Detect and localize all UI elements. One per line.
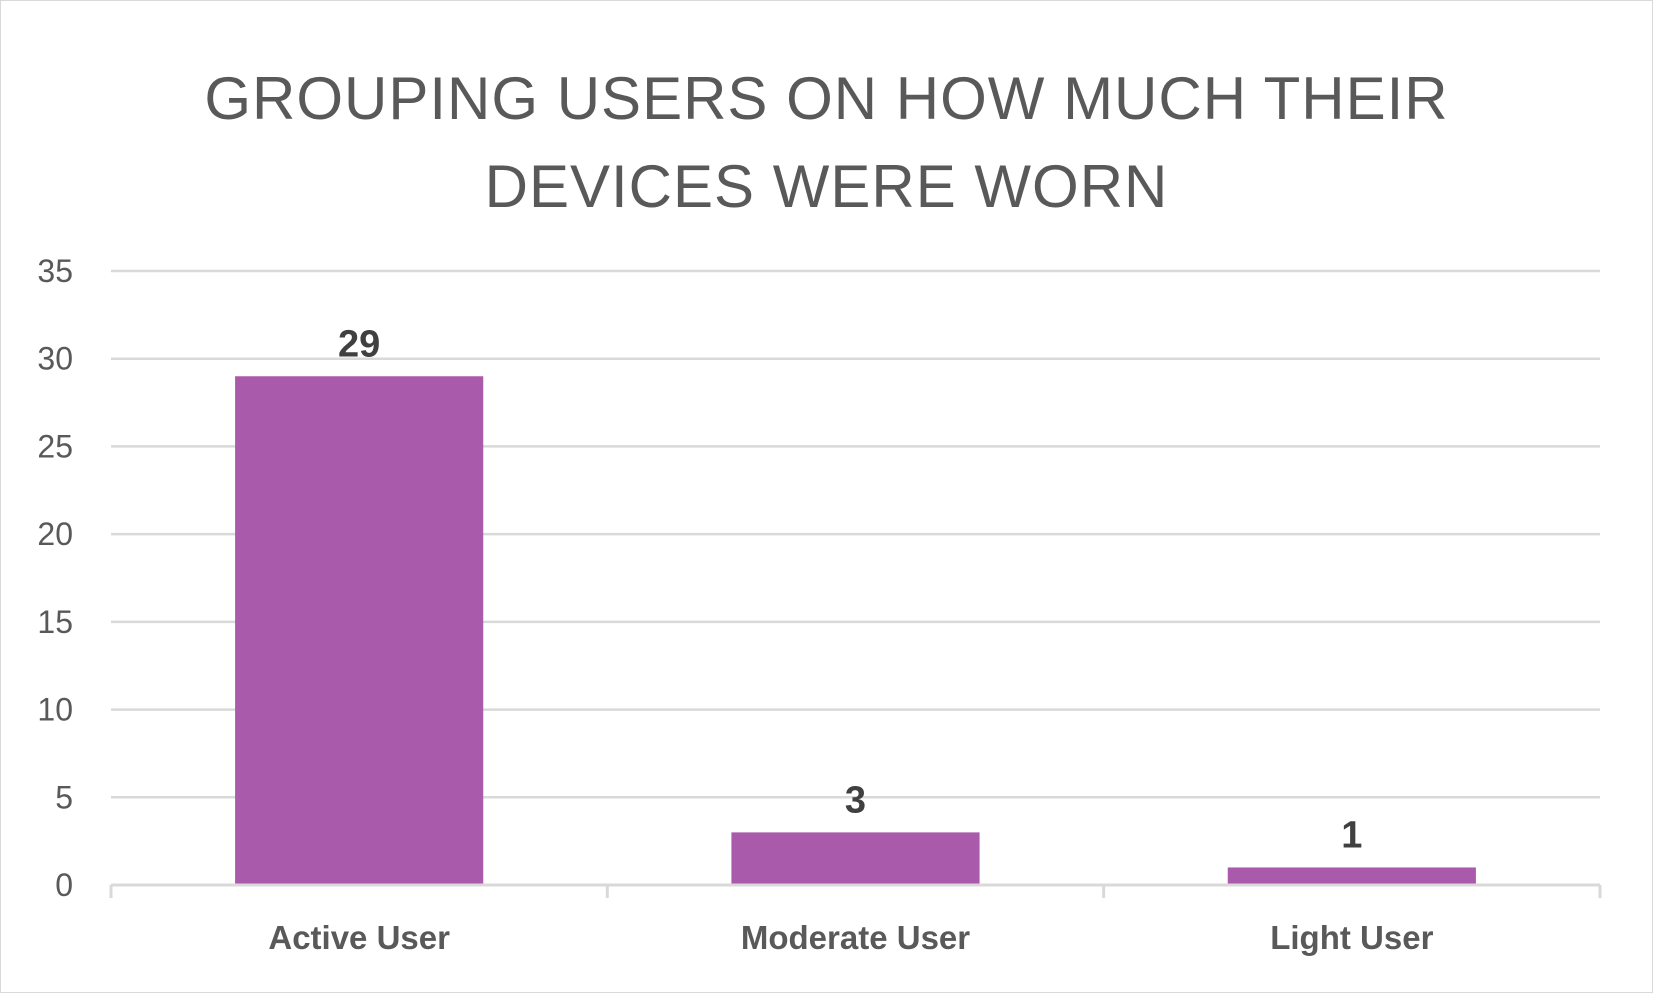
x-category-label: Active User [268, 919, 450, 956]
y-tick-label: 5 [55, 779, 73, 815]
data-label: 1 [1341, 814, 1362, 856]
bar [1227, 867, 1476, 884]
x-category-label: Moderate User [741, 919, 970, 956]
bar [235, 376, 484, 884]
bar [731, 832, 980, 884]
y-tick-label: 0 [55, 867, 73, 903]
data-label: 3 [845, 779, 866, 821]
data-label: 29 [338, 323, 380, 365]
y-tick-label: 35 [37, 253, 73, 289]
y-tick-label: 20 [37, 516, 73, 552]
y-tick-label: 10 [37, 692, 73, 728]
y-tick-label: 15 [37, 604, 73, 640]
x-category-label: Light User [1270, 919, 1433, 956]
chart-title: GROUPING USERS ON HOW MUCH THEIR DEVICES… [204, 65, 1449, 220]
y-tick-label: 25 [37, 428, 73, 464]
y-tick-label: 30 [37, 341, 73, 377]
